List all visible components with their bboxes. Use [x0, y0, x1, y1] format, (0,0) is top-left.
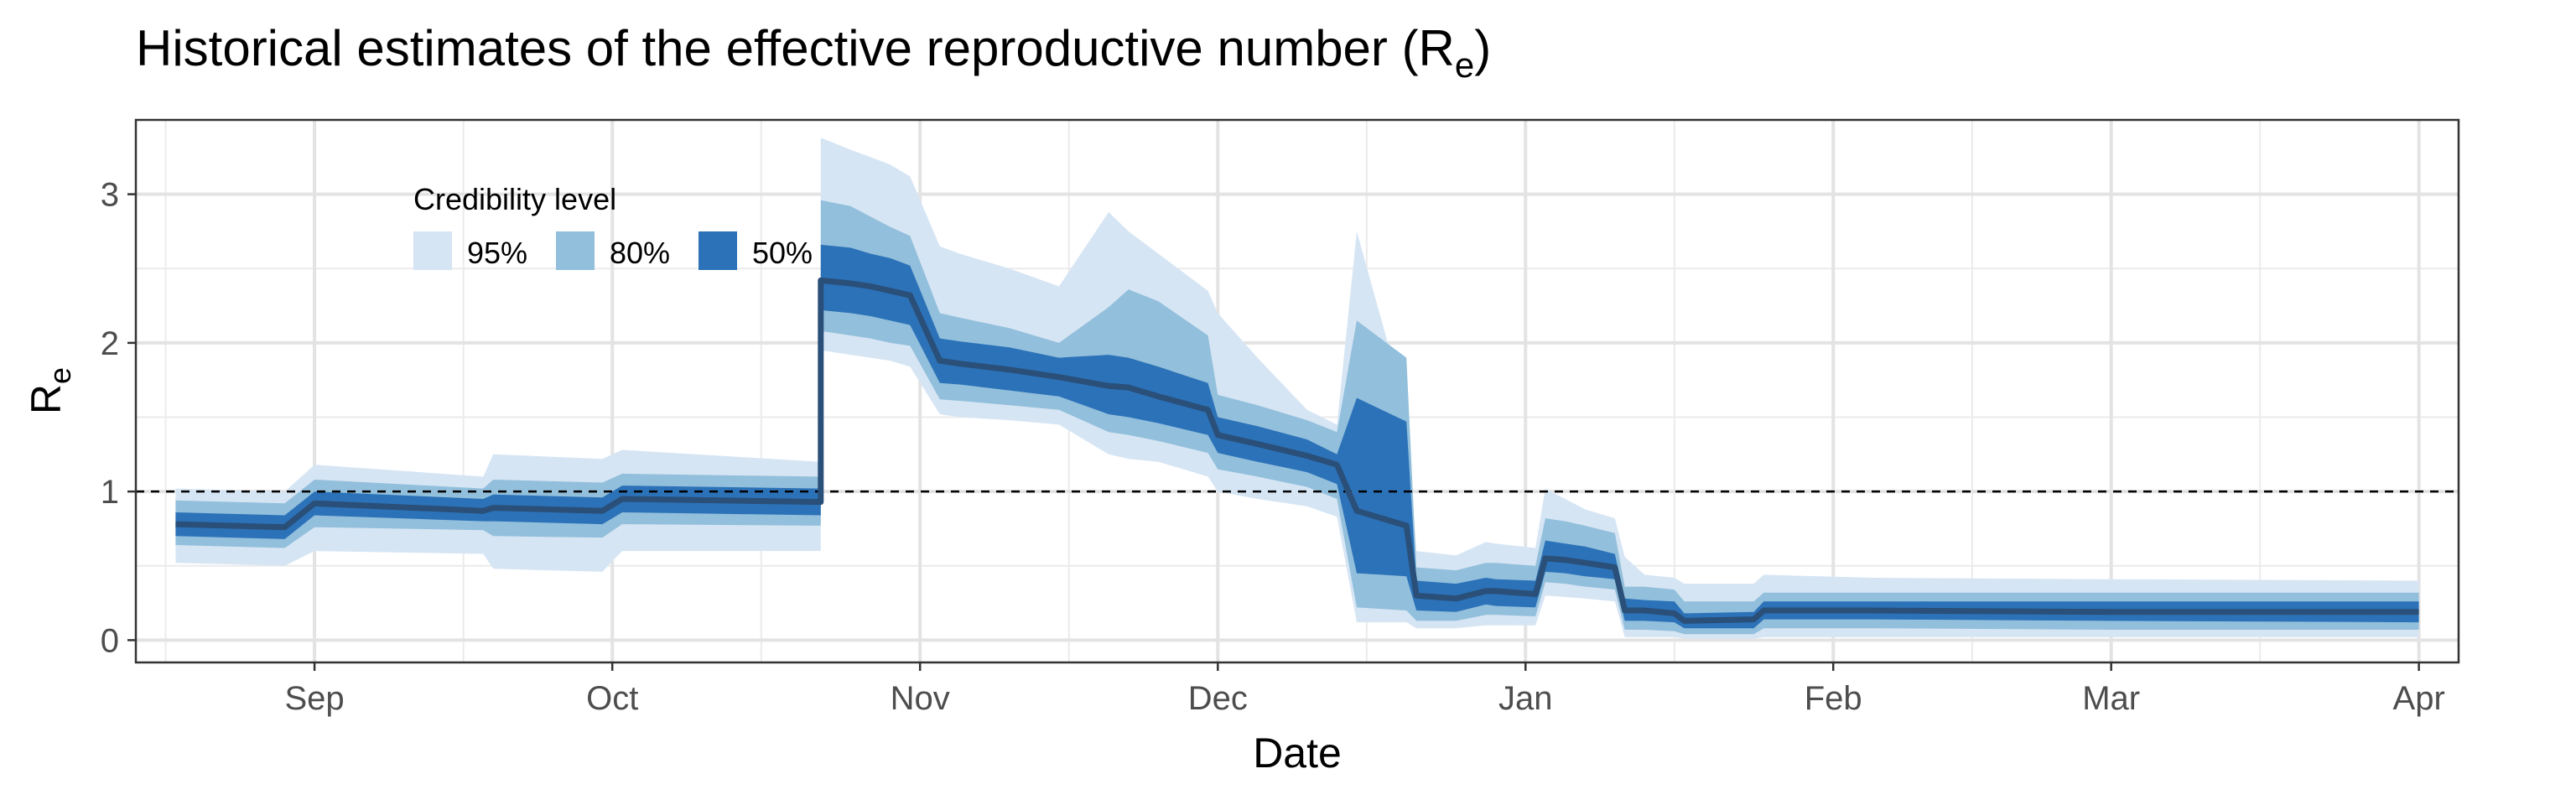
x-tick-label: Apr [2393, 680, 2445, 717]
y-axis-title: Re [23, 367, 77, 414]
x-tick-label: Feb [1805, 680, 1862, 717]
plot-border [134, 118, 2460, 664]
x-axis: Sep Oct Nov Dec Jan Feb Mar Apr [284, 662, 2445, 717]
legend-key-50 [699, 231, 737, 270]
y-tick-label: 3 [101, 177, 119, 214]
legend-label-80: 80% [610, 236, 670, 270]
y-tick-label: 2 [101, 325, 119, 362]
y-tick-label: 1 [101, 474, 119, 511]
legend: Credibility level 95% 80% 50% [413, 182, 813, 270]
median-line [175, 277, 2419, 624]
legend-key-80 [556, 231, 595, 270]
plot-panel [136, 120, 2459, 662]
legend-label-50: 50% [752, 236, 813, 270]
y-axis: 0 1 2 3 [101, 177, 136, 659]
legend-key-95 [413, 231, 452, 270]
credibility-bands [175, 138, 2419, 639]
x-tick-label: Mar [2082, 680, 2140, 717]
x-tick-label: Jan [1498, 680, 1553, 717]
legend-label-95: 95% [467, 236, 527, 270]
x-tick-label: Nov [891, 680, 950, 717]
x-tick-label: Dec [1188, 680, 1248, 717]
chart-title: Historical estimates of the effective re… [136, 20, 1491, 85]
x-tick-label: Oct [586, 680, 638, 717]
legend-entries: 95% 80% 50% [413, 231, 813, 270]
x-tick-label: Sep [284, 680, 344, 717]
x-axis-title: Date [1253, 730, 1342, 776]
y-tick-label: 0 [101, 622, 119, 659]
legend-title: Credibility level [413, 182, 616, 216]
